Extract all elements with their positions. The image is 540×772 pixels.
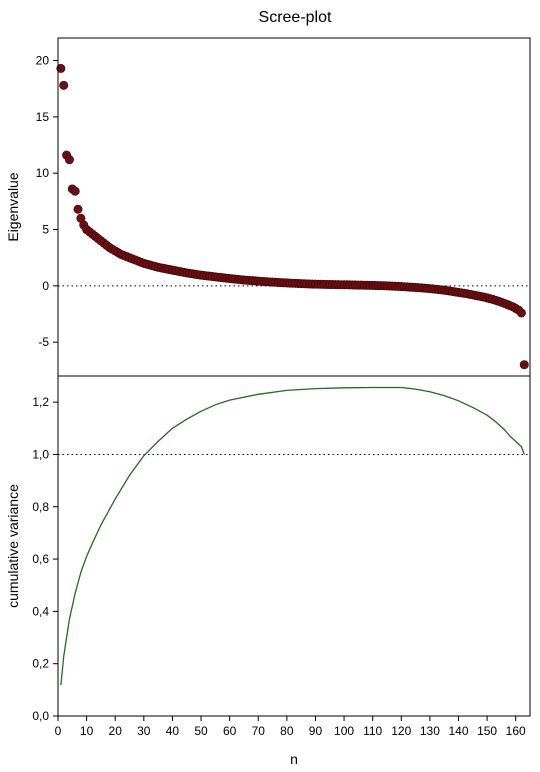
cumulative-variance-y-axis-label: cumulative variance (5, 484, 21, 608)
n-x-tick-label: 160 (506, 724, 526, 738)
cumulative-variance-y-ticks: 0,0 0,2 0,4 0,6 0,8 1,0 1,2 (32, 395, 58, 723)
eigenvalue-point (70, 186, 80, 196)
eigenvalue-y-tick-label: 15 (36, 110, 50, 124)
eigenvalue-point (56, 63, 66, 73)
cumulative-variance-y-tick-label: 0,4 (32, 604, 49, 618)
eigenvalue-point (64, 155, 74, 165)
n-x-tick-label: 100 (334, 724, 354, 738)
eigenvalue-plot-frame (57, 37, 531, 377)
cumulative-variance-line (60, 386, 525, 686)
cumulative-variance-y-tick-label: 0,0 (32, 709, 49, 723)
cumulative-variance-y-tick-label: 1,0 (32, 447, 49, 461)
eigenvalue-y-tick-label: 20 (36, 54, 50, 68)
n-x-axis-label: n (290, 751, 298, 767)
n-x-tick-label: 40 (166, 724, 180, 738)
n-x-tick-label: 0 (55, 724, 62, 738)
chart-title: Scree-plot (259, 9, 332, 26)
cumulative-variance-y-tick-label: 0,6 (32, 552, 49, 566)
cumulative-variance-y-tick-label: 0,8 (32, 500, 49, 514)
eigenvalue-y-tick-label: -5 (38, 335, 49, 349)
n-x-tick-label: 10 (80, 724, 94, 738)
cumulative-variance-y-tick-label: 0,2 (32, 657, 49, 671)
cumulative-variance-plot-frame (57, 375, 531, 717)
n-x-tick-label: 20 (109, 724, 123, 738)
n-x-tick-label: 30 (137, 724, 151, 738)
n-x-tick-label: 70 (252, 724, 266, 738)
n-x-tick-label: 140 (448, 724, 468, 738)
eigenvalue-y-ticks: 20 15 10 5 0 -5 (36, 54, 58, 349)
eigenvalue-point (516, 308, 526, 318)
eigenvalue-y-tick-label: 5 (42, 223, 49, 237)
n-x-tick-label: 130 (420, 724, 440, 738)
eigenvalue-y-axis-label: Eigenvalue (5, 172, 21, 241)
cumulative-variance-panel: 0,0 0,2 0,4 0,6 0,8 1,0 1,2 0 10 20 30 40 50 60 70 80 9… (5, 386, 530, 767)
n-x-ticks: 0 10 20 30 40 50 60 70 80 90 100 110 120 130 140 150 160 (55, 716, 526, 738)
n-x-tick-label: 80 (280, 724, 294, 738)
n-x-tick-label: 150 (477, 724, 497, 738)
n-x-tick-label: 110 (363, 724, 382, 738)
eigenvalue-point (59, 80, 69, 90)
n-x-tick-label: 120 (391, 724, 411, 738)
cumulative-variance-y-tick-label: 1,2 (32, 395, 49, 409)
eigenvalue-point (519, 360, 529, 370)
eigenvalue-y-tick-label: 0 (42, 279, 49, 293)
eigenvalue-points (56, 63, 529, 370)
n-x-tick-label: 90 (309, 724, 323, 738)
eigenvalue-y-tick-label: 10 (36, 166, 50, 180)
eigenvalue-point (73, 204, 83, 214)
eigenvalue-panel: 20 15 10 5 0 -5 Eigenvalue (5, 54, 530, 370)
n-x-tick-label: 50 (194, 724, 208, 738)
n-x-tick-label: 60 (223, 724, 237, 738)
